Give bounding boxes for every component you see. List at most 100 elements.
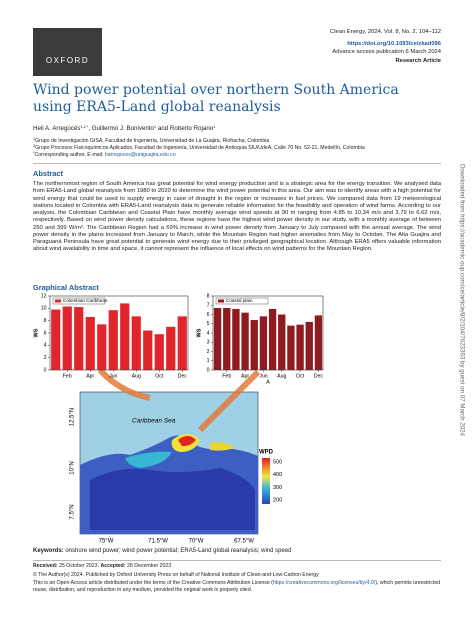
x-tick-label: Dec [178,373,188,379]
corresponding-sup: * [33,151,35,156]
y-tick-label: 5 [207,321,210,327]
affiliation-text: Grupo de Investigación GISA, Facultad de… [35,138,270,144]
bar [74,307,84,370]
affiliation-sup: 2 [33,144,36,149]
wind-zone [210,442,235,451]
bar [213,308,222,370]
y-tick-label: 2 [44,355,47,361]
access-date: Advance access publication 6 March 2024 [332,49,441,55]
y-axis-label: WS [33,328,39,337]
arrow [97,367,151,401]
accepted-date: 28 December 2023 [125,563,172,569]
y-axis-label: WS [196,328,202,337]
land-low [90,468,255,530]
bar [166,326,176,370]
x-tick-label: Feb [63,373,72,379]
colorbar-label: 200 [273,497,282,503]
lon-label: 70°W [189,539,204,545]
license-text: This is an Open Access article distribut… [33,580,273,586]
bar [241,312,249,370]
received-date: 25 October 2023. [57,563,101,569]
affiliation-sup: 1 [33,137,36,141]
bar [154,334,164,370]
bar [51,309,61,370]
y-tick-label: 7 [207,303,210,309]
x-tick-label: Oct [155,373,164,379]
bar [120,303,130,370]
x-tick-label: Aug [132,373,141,379]
plot-frame [212,295,324,371]
affiliations: 1Grupo de Investigación GISA, Facultad d… [33,137,443,160]
lat-label: 10°N [70,461,76,474]
y-tick-label: 2 [207,349,210,355]
keywords-text: onshore wind power; wind power potential… [65,548,292,554]
wind-zone [178,436,196,447]
side-note: Downloaded from https://academic.oup.com… [458,163,466,437]
abstract-heading: Abstract [33,169,63,178]
bar [62,306,72,370]
received-label: Received: [33,563,58,569]
article-type: Research Article [395,58,441,64]
lat-label: 7.5°N [70,504,76,519]
colorbar-title: WPD [259,450,274,456]
license: This is an Open Access article distribut… [33,580,443,594]
email[interactable]: harregoces@uniguajira.edu.co [104,152,176,159]
keywords: Keywords: onshore wind power; wind power… [33,548,292,554]
x-tick-label: Jun [109,373,117,379]
legend-box [52,297,106,305]
journal: Clean Energy, 2024, Vol. 8, No. 2, 104–1… [330,29,441,35]
received: Received: 25 October 2023. Accepted: 28 … [33,563,171,570]
author: Heli A. Arregocés [33,125,81,132]
bar [143,330,153,370]
colorbar-label: 500 [273,459,282,465]
x-tick-label: Apr [241,373,249,379]
license-link[interactable]: https://creativecommons.org/licenses/by/… [272,580,376,586]
bar [108,310,118,370]
author-sup: 1,2,* [80,125,89,129]
colorbar [262,458,270,504]
doi[interactable]: https://doi.org/10.1093/ce/zkad096 [347,41,441,47]
plot-frame [49,295,189,371]
corresponding: *Corresponding author. E-mail: harregoce… [33,152,443,159]
lon-label: 67.5°W [234,539,254,545]
bar [296,324,304,370]
x-tick-label: Jun [259,373,267,379]
author: , Guillermo J. Bonivento [88,125,154,132]
legend-swatch [55,299,61,303]
y-tick-label: 8 [44,318,47,324]
y-tick-label: 12 [41,293,47,299]
author-sup: 1 [213,125,216,129]
graphical-abstract-heading: Graphical Abstract [33,283,99,292]
y-tick-label: 3 [207,340,210,346]
bar [131,316,141,370]
copyright: © The Author(s) 2024. Published by Oxfor… [33,572,319,578]
lon-label: 71.5°W [148,539,168,545]
y-tick-label: 0 [44,367,47,373]
rule [33,560,441,561]
legend-box [215,297,269,305]
license-text: ), which permits unrestricted reuse, dis… [33,580,441,593]
rule [33,163,441,164]
accepted-label: Accepted: [100,563,126,569]
x-tick-label: Dec [314,373,324,379]
y-tick-label: 4 [207,330,210,336]
sea-label: Caribbean Sea [132,418,176,425]
bar [305,321,313,370]
y-tick-label: 6 [207,312,210,318]
annotation: A [266,379,270,385]
x-tick-label: Apr [86,373,94,379]
bar [268,308,277,370]
y-tick-label: 4 [44,343,47,349]
authors: Heli A. Arregocés1,2,*, Guillermo J. Bon… [33,125,215,132]
author-sup: 1 [153,125,157,129]
x-tick-label: Oct [296,373,305,379]
bar [278,314,286,370]
y-tick-label: 1 [207,358,210,364]
lon-label: 75°W [99,539,114,545]
y-tick-label: 10 [41,306,47,312]
affiliation: 1Grupo de Investigación GISA, Facultad d… [33,137,443,145]
colorbar-label: 300 [273,485,282,491]
x-tick-label: Feb [222,373,231,379]
author: and Roberto Rojano [156,125,214,132]
